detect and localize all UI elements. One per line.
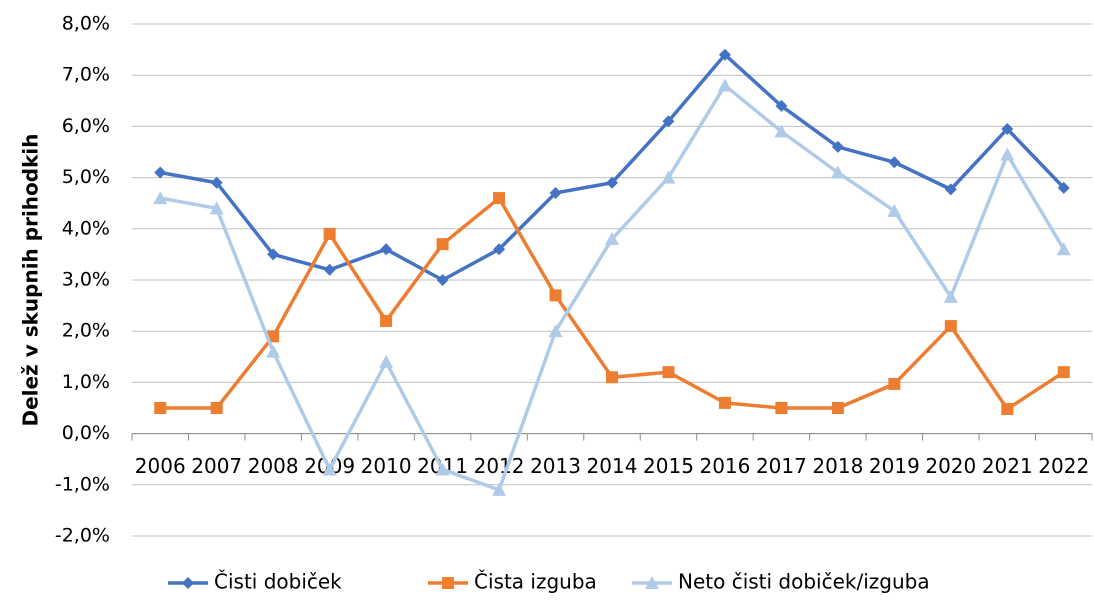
series-line (159, 83, 1066, 492)
y-tick-label: 1,0% (62, 371, 110, 393)
x-tick-label: 2022 (1038, 454, 1089, 478)
point (435, 462, 450, 476)
x-tick-label: 2020 (925, 454, 976, 478)
x-tick-label: 2014 (587, 454, 638, 478)
point (943, 289, 958, 303)
point (379, 354, 394, 368)
point (1001, 122, 1014, 135)
point (323, 263, 336, 276)
y-tick-label: 8,0% (62, 13, 110, 35)
point (549, 186, 562, 199)
point (322, 462, 337, 476)
point (493, 243, 506, 256)
point (831, 402, 844, 414)
point (1057, 366, 1070, 379)
point (266, 344, 281, 358)
x-tick-label: 2008 (248, 454, 299, 478)
point (210, 176, 223, 189)
point (492, 482, 507, 496)
point (436, 274, 449, 286)
point (775, 402, 788, 414)
point (888, 377, 901, 390)
point (436, 238, 449, 251)
legend-label: Čisti dobiček (214, 570, 342, 594)
point (1000, 147, 1015, 161)
point (830, 165, 845, 179)
legend-label: Neto čisti dobiček/izguba (678, 570, 930, 594)
x-tick-label: 2007 (191, 454, 242, 478)
point (323, 227, 336, 240)
point (209, 201, 224, 215)
point (210, 402, 223, 414)
point (380, 314, 393, 327)
x-tick-label: 2013 (530, 454, 581, 478)
point (718, 48, 731, 61)
point (267, 248, 280, 261)
point (1057, 181, 1070, 194)
point (493, 192, 506, 205)
point (944, 183, 957, 196)
point (442, 577, 454, 589)
y-tick-label: -2,0% (55, 525, 110, 547)
y-tick-label: 4,0% (62, 217, 110, 239)
point (662, 115, 675, 128)
point (662, 366, 675, 379)
y-tick-label: 3,0% (62, 269, 110, 291)
point (549, 289, 562, 302)
y-tick-label: 2,0% (62, 320, 110, 342)
x-tick-label: 2018 (812, 454, 863, 478)
point (154, 402, 167, 414)
point (831, 140, 844, 153)
point (661, 170, 676, 184)
point (548, 324, 563, 338)
point (717, 78, 732, 92)
point (605, 232, 619, 246)
x-tick-label: 2010 (361, 454, 412, 478)
point (606, 371, 618, 384)
x-tick-label: 2021 (982, 454, 1033, 478)
point (380, 243, 393, 256)
legend-label: Čista izguba (474, 570, 597, 594)
point (774, 124, 789, 138)
point (888, 156, 901, 169)
y-axis-label: Delež v skupnih prihodkih (19, 134, 43, 427)
x-tick-label: 2016 (699, 454, 750, 478)
point (153, 191, 168, 205)
point (775, 99, 788, 112)
y-tick-label: 7,0% (62, 64, 110, 86)
y-tick-label: 0,0% (62, 422, 110, 444)
y-tick-label: 5,0% (62, 166, 110, 188)
point (645, 576, 659, 589)
point (182, 577, 194, 589)
point (944, 320, 957, 333)
point (1001, 403, 1014, 416)
point (887, 203, 902, 217)
x-tick-label: 2012 (474, 454, 525, 478)
x-tick-label: 2006 (135, 454, 186, 478)
x-tick-label: 2015 (643, 454, 694, 478)
point (154, 166, 167, 179)
y-tick-label: 6,0% (62, 115, 110, 137)
point (606, 176, 618, 189)
series-line (159, 52, 1066, 282)
x-tick-label: 2019 (869, 454, 920, 478)
point (1056, 242, 1071, 256)
x-tick-label: 2017 (756, 454, 807, 478)
point (718, 396, 731, 409)
y-tick-label: -1,0% (55, 473, 110, 495)
